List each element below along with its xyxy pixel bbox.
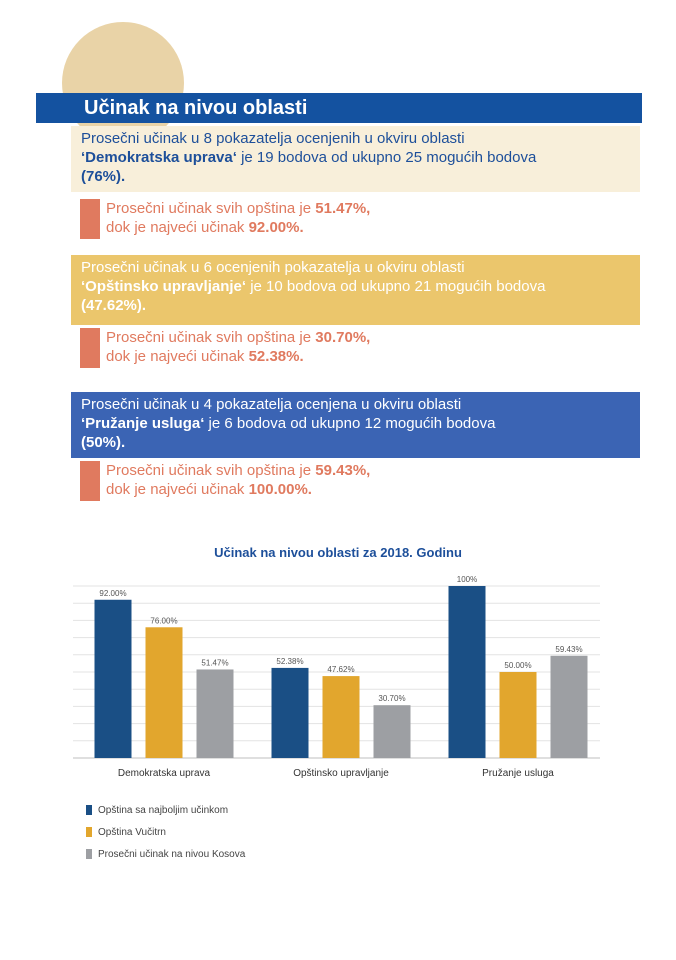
data-label: 76.00% <box>150 616 177 625</box>
avg-value: 59.43%, <box>315 462 371 479</box>
chart-title: Učinak na nivou oblasti za 2018. Godinu <box>214 545 462 560</box>
data-label: 52.38% <box>276 657 303 666</box>
bar-3 <box>373 705 411 758</box>
bar-2 <box>499 672 537 758</box>
data-label: 92.00% <box>99 589 126 598</box>
area-percent: (47.62%). <box>81 297 147 314</box>
max-label: dok je najveći učinak <box>106 348 249 365</box>
title-bar <box>36 93 642 123</box>
area-line1: Prosečni učinak u 4 pokazatelja ocenjena… <box>81 396 462 413</box>
area-line1: Prosečni učinak u 6 ocenjenih pokazatelj… <box>81 259 465 276</box>
max-label: dok je najveći učinak <box>106 481 249 498</box>
category-label: Pružanje usluga <box>482 768 554 779</box>
area-line2: je 10 bodova od ukupno 21 mogućih bodova <box>246 278 546 295</box>
category-label: Demokratska uprava <box>118 768 211 779</box>
stat-marker <box>80 199 100 239</box>
page-title: Učinak na nivou oblasti <box>84 97 308 119</box>
bar-3 <box>550 655 588 758</box>
legend-label: Opština sa najboljim učinkom <box>98 805 229 816</box>
area-name: ‘Opštinsko upravljanje‘ <box>81 278 247 295</box>
legend-item-vucitrn: Opština Vučitrn <box>86 827 166 838</box>
area-name: ‘Demokratska uprava‘ <box>81 149 237 166</box>
stat-pruzanje: Prosečni učinak svih opština je 59.43%, … <box>80 461 600 501</box>
avg-label: Prosečni učinak svih opština je <box>106 462 316 479</box>
bar-3 <box>196 669 234 758</box>
legend-swatch <box>86 805 92 816</box>
avg-value: 30.70%, <box>315 329 371 346</box>
area-line2: je 6 bodova od ukupno 12 mogućih bodova <box>204 415 496 432</box>
max-value: 92.00%. <box>248 219 304 236</box>
area-percent: (76%). <box>81 168 126 185</box>
data-label: 51.47% <box>201 658 228 667</box>
legend-swatch <box>86 849 92 860</box>
avg-value: 51.47%, <box>315 200 371 217</box>
stat-marker <box>80 328 100 368</box>
bar-chart: 92.00% 76.00% 51.47% Demokratska uprava 52.3… <box>73 575 600 779</box>
stat-marker <box>80 461 100 501</box>
legend-item-best: Opština sa najboljim učinkom <box>86 805 228 816</box>
max-label: dok je najveći učinak <box>106 219 249 236</box>
area-box-pruzanje: Prosečni učinak u 4 pokazatelja ocenjena… <box>71 392 640 458</box>
avg-label: Prosečni učinak svih opština je <box>106 329 316 346</box>
legend-label: Opština Vučitrn <box>98 827 166 838</box>
area-percent: (50%). <box>81 434 126 451</box>
data-label: 100% <box>457 575 477 584</box>
area-line1: Prosečni učinak u 8 pokazatelja ocenjeni… <box>81 130 465 147</box>
area-box-demokratska: Prosečni učinak u 8 pokazatelja ocenjeni… <box>71 126 640 192</box>
data-label: 30.70% <box>378 694 405 703</box>
bar-1 <box>94 599 132 758</box>
area-box-opstinsko: Prosečni učinak u 6 ocenjenih pokazatelj… <box>71 255 640 325</box>
stat-opstinsko: Prosečni učinak svih opština je 30.70%, … <box>80 328 600 368</box>
avg-label: Prosečni učinak svih opština je <box>106 200 316 217</box>
legend-swatch <box>86 827 92 838</box>
legend-item-kosovo: Prosečni učinak na nivou Kosova <box>86 849 245 860</box>
decorative-circle <box>62 22 184 144</box>
data-label: 47.62% <box>327 665 354 674</box>
category-label: Opštinsko upravljanje <box>293 768 389 779</box>
max-value: 100.00%. <box>248 481 312 498</box>
data-label: 50.00% <box>504 661 531 670</box>
max-value: 52.38%. <box>248 348 304 365</box>
data-label: 59.43% <box>555 645 582 654</box>
area-line2: je 19 bodova od ukupno 25 mogućih bodova <box>236 149 537 166</box>
bar-1 <box>271 667 309 758</box>
bar-2 <box>145 627 183 758</box>
bar-1 <box>448 586 486 758</box>
legend-label: Prosečni učinak na nivou Kosova <box>98 849 246 860</box>
stat-demokratska: Prosečni učinak svih opština je 51.47%, … <box>80 199 600 239</box>
area-name: ‘Pružanje usluga‘ <box>81 415 205 432</box>
bar-2 <box>322 676 360 758</box>
